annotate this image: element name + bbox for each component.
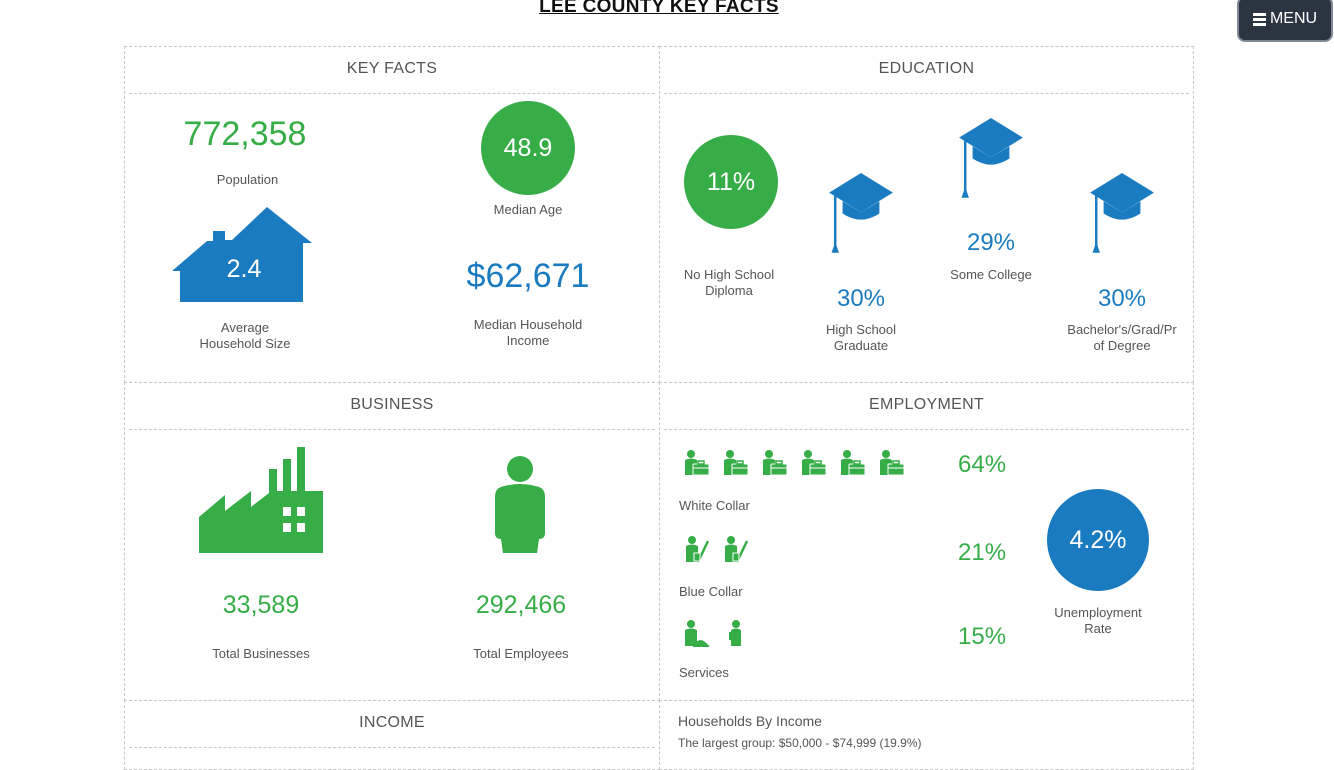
white-collar-worker-icon: [762, 449, 788, 479]
total-businesses-value: 33,589: [222, 591, 300, 619]
graduation-cap-icon: [1071, 173, 1173, 265]
median-age-value: 48.9: [503, 133, 553, 162]
households-by-income-panel: Households By Income The largest group: …: [659, 700, 1194, 770]
hs-label-2: Graduate: [833, 338, 889, 353]
total-businesses-label: Total Businesses: [212, 646, 310, 661]
median-age-circle: 48.9: [481, 101, 575, 195]
menu-label: MENU: [1269, 10, 1318, 27]
blue-collar-value: 21%: [958, 539, 1007, 566]
white-collar-worker-icon: [879, 449, 905, 479]
unemployment-value: 4.2%: [1069, 525, 1127, 554]
services-value: 15%: [958, 623, 1007, 650]
median-income-label-2: Income: [506, 333, 550, 348]
no-hs-value: 11%: [706, 167, 756, 196]
hs-label-1: High School: [825, 322, 897, 337]
unemployment-label-2: Rate: [1084, 621, 1112, 636]
blue-collar-label: Blue Collar: [679, 584, 743, 599]
business-panel: BUSINESS 33,589 Total Businesses 292,466…: [124, 382, 660, 701]
employment-header: EMPLOYMENT: [664, 383, 1189, 430]
population-value: 772,358: [183, 115, 307, 153]
household-size-value: 2.4: [226, 255, 262, 283]
blue-collar-worker-icon: [684, 535, 710, 565]
no-hs-circle: 11%: [684, 135, 778, 229]
unemployment-circle: 4.2%: [1047, 489, 1149, 591]
some-college-label: Some College: [950, 267, 1032, 282]
education-panel: EDUCATION 11% No High School Diploma 30%…: [659, 46, 1194, 383]
factory-icon: [199, 447, 323, 555]
median-age-label: Median Age: [493, 202, 563, 217]
white-collar-label: White Collar: [679, 498, 750, 513]
bachelor-label-2: of Degree: [1093, 338, 1151, 353]
menu-button[interactable]: MENU: [1237, 0, 1333, 42]
no-hs-label-1: No High School: [683, 267, 775, 282]
graduation-cap-icon: [940, 118, 1042, 210]
key-facts-header: KEY FACTS: [129, 47, 655, 94]
page-title: LEE COUNTY KEY FACTS: [539, 0, 779, 17]
white-collar-worker-icon: [840, 449, 866, 479]
education-header: EDUCATION: [664, 47, 1189, 94]
graduation-cap-icon: [810, 173, 912, 265]
households-by-income-subtitle: The largest group: $50,000 - $74,999 (19…: [678, 736, 922, 750]
blue-collar-icons: [684, 535, 784, 567]
bachelor-label-1: Bachelor's/Grad/Pr: [1067, 322, 1177, 337]
household-size-label-2: Household Size: [199, 336, 291, 351]
median-income-label-1: Median Household: [473, 317, 583, 332]
unemployment-label-1: Unemployment: [1054, 605, 1142, 620]
population-label: Population: [216, 172, 279, 187]
hamburger-icon: [1252, 13, 1266, 26]
person-icon: [491, 455, 549, 555]
household-size-label-1: Average: [220, 320, 270, 335]
house-icon: [172, 207, 312, 303]
services-label: Services: [679, 665, 729, 680]
white-collar-worker-icon: [723, 449, 749, 479]
white-collar-value: 64%: [958, 451, 1007, 478]
services-icons: [684, 619, 784, 651]
total-employees-value: 292,466: [475, 591, 567, 619]
bachelor-value: 30%: [1097, 285, 1147, 312]
employment-panel: EMPLOYMENT 64% White Collar 21% Blue Col…: [659, 382, 1194, 701]
median-income-value: $62,671: [466, 257, 590, 295]
blue-collar-worker-icon: [723, 535, 749, 565]
income-header: INCOME: [129, 701, 655, 748]
business-header: BUSINESS: [129, 383, 655, 430]
key-facts-panel: KEY FACTS 772,358 Population 48.9 Median…: [124, 46, 660, 383]
services-worker-icon: [684, 619, 710, 649]
some-college-value: 29%: [966, 229, 1016, 256]
total-employees-label: Total Employees: [473, 646, 569, 661]
white-collar-icons: [684, 449, 944, 481]
no-hs-label-2: Diploma: [705, 283, 753, 298]
white-collar-worker-icon: [684, 449, 710, 479]
hs-value: 30%: [836, 285, 886, 312]
white-collar-worker-icon: [801, 449, 827, 479]
households-by-income-title: Households By Income: [678, 713, 822, 729]
income-panel: INCOME: [124, 700, 660, 770]
services-worker-icon: [723, 619, 749, 649]
